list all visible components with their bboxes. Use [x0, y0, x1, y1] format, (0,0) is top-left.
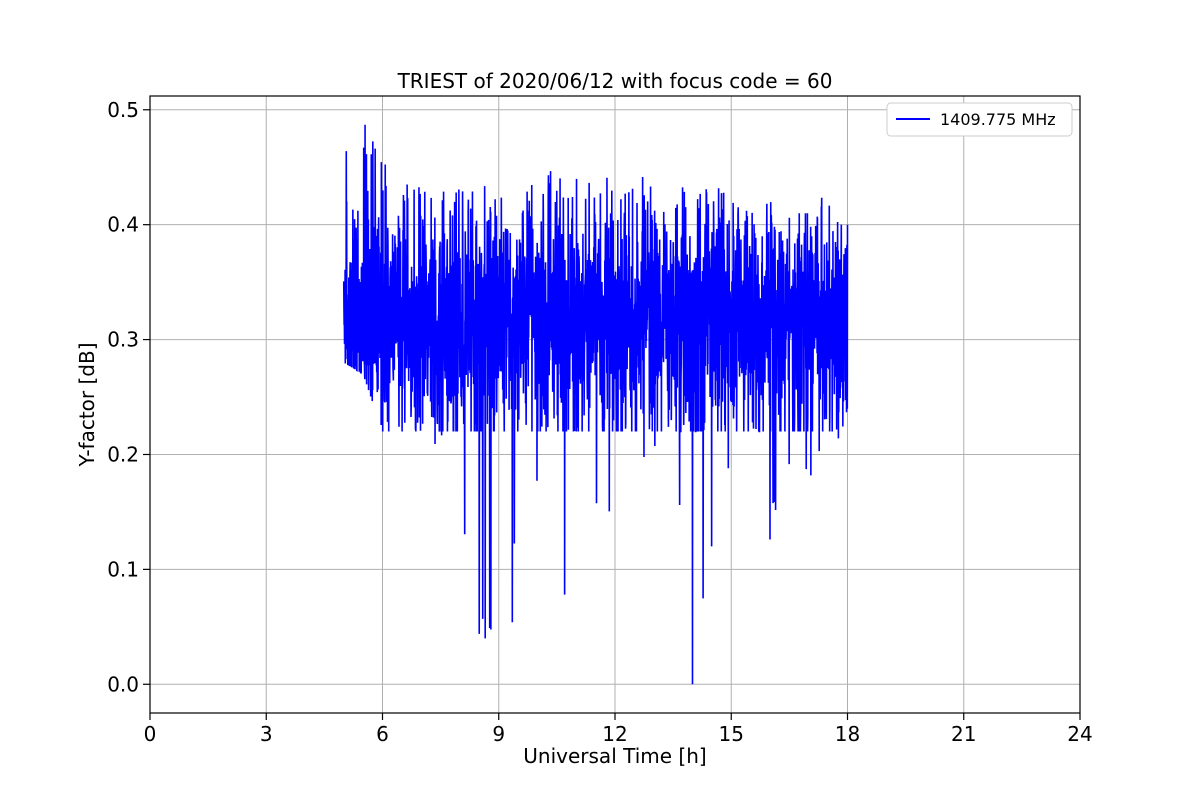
grid [149, 96, 1081, 713]
legend-box [886, 102, 1073, 137]
chart-title: TRIEST of 2020/06/12 with focus code = 6… [397, 69, 833, 93]
y-tick-label: 0.2 [107, 442, 139, 466]
x-tick-label: 6 [376, 722, 389, 746]
legend: 1409.775 MHz [886, 102, 1073, 137]
y-axis-label: Y-factor [dB] [75, 342, 99, 467]
x-tick-label: 3 [260, 722, 273, 746]
x-tick-label: 15 [719, 722, 744, 746]
x-tick-label: 12 [602, 722, 627, 746]
x-tick-label: 9 [492, 722, 505, 746]
y-tick-label: 0.4 [107, 213, 139, 237]
y-tick-label: 0.5 [107, 98, 139, 122]
x-tick-label: 0 [144, 722, 157, 746]
x-axis-label: Universal Time [h] [523, 744, 706, 768]
y-tick-label: 0.1 [107, 557, 139, 581]
y-tick-label: 0.3 [107, 328, 139, 352]
series-line-1409-775-mhz [342, 124, 849, 685]
data-layer [342, 124, 849, 685]
x-tick-label: 24 [1067, 722, 1092, 746]
x-axis-ticks: 0 3 6 9 12 15 18 21 24 [144, 713, 1093, 746]
y-axis-ticks: 0.0 0.1 0.2 0.3 0.4 0.5 [107, 98, 150, 696]
x-tick-label: 18 [835, 722, 860, 746]
y-tick-label: 0.0 [107, 672, 139, 696]
x-tick-label: 21 [951, 722, 976, 746]
legend-label: 1409.775 MHz [940, 110, 1056, 129]
